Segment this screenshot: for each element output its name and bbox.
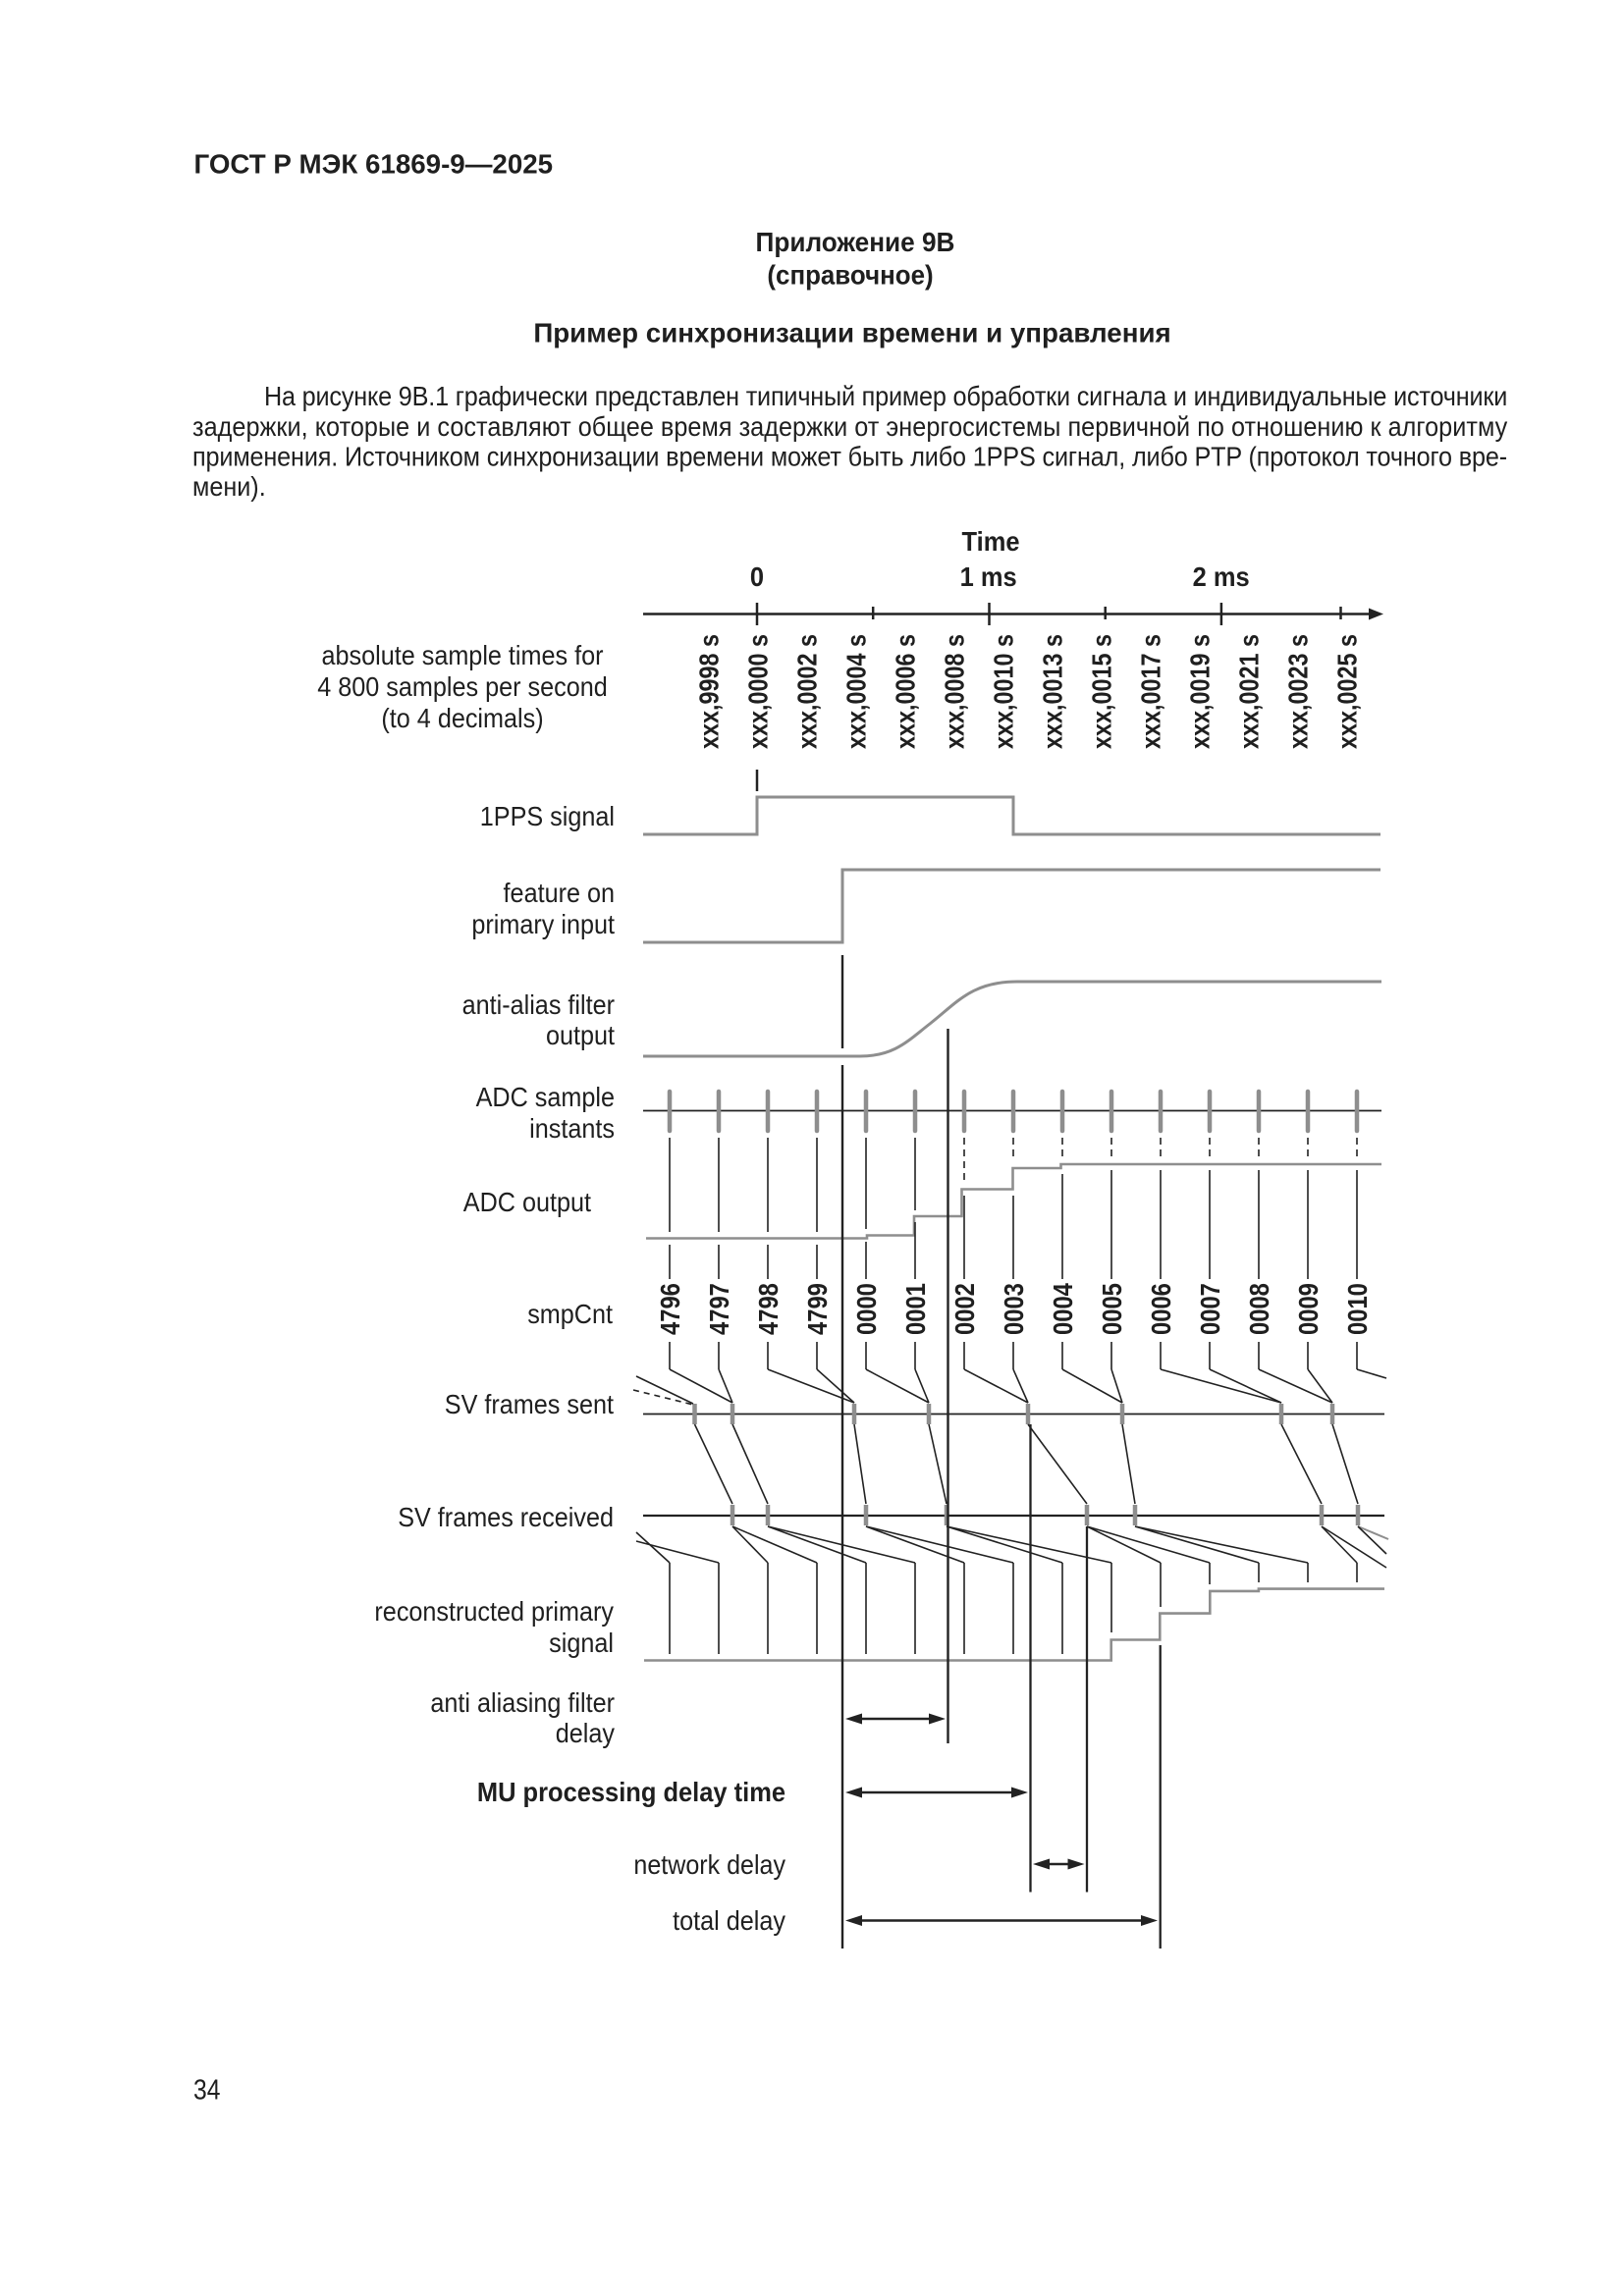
svg-text:xxx,0025 s: xxx,0025 s <box>1333 634 1363 749</box>
svg-text:4799: 4799 <box>801 1283 833 1335</box>
svg-text:0000: 0000 <box>850 1283 882 1335</box>
svg-text:xxx,0008 s: xxx,0008 s <box>941 634 970 749</box>
svg-text:Пример синхронизации времени и: Пример синхронизации времени и управлени… <box>533 317 1170 347</box>
svg-text:feature on: feature on <box>504 878 615 909</box>
svg-text:4 800 samples per second: 4 800 samples per second <box>317 671 607 703</box>
svg-text:absolute sample times for: absolute sample times for <box>321 640 603 671</box>
svg-text:xxx,0010 s: xxx,0010 s <box>990 634 1019 749</box>
svg-text:anti-alias filter: anti-alias filter <box>462 989 616 1021</box>
svg-text:instants: instants <box>529 1113 615 1145</box>
svg-text:xxx,0006 s: xxx,0006 s <box>892 634 921 749</box>
svg-text:xxx,9998 s: xxx,9998 s <box>695 634 725 749</box>
svg-text:reconstructed primary: reconstructed primary <box>374 1596 614 1628</box>
svg-text:SV frames sent: SV frames sent <box>445 1389 615 1420</box>
svg-text:smpCnt: smpCnt <box>527 1299 613 1330</box>
svg-text:SV frames received: SV frames received <box>398 1502 614 1533</box>
svg-text:primary input: primary input <box>471 909 615 940</box>
svg-text:ADC sample: ADC sample <box>476 1082 615 1113</box>
svg-text:0006: 0006 <box>1145 1283 1176 1335</box>
svg-text:network delay: network delay <box>633 1849 785 1881</box>
svg-text:xxx,0023 s: xxx,0023 s <box>1284 634 1314 749</box>
svg-text:output: output <box>546 1020 616 1051</box>
svg-text:применения. Источником синхрон: применения. Источником синхронизации вре… <box>192 441 1507 472</box>
svg-text:4796: 4796 <box>654 1283 685 1335</box>
svg-text:0010: 0010 <box>1341 1283 1373 1335</box>
svg-text:0004: 0004 <box>1047 1283 1078 1335</box>
svg-text:xxx,0021 s: xxx,0021 s <box>1235 634 1265 749</box>
svg-text:total delay: total delay <box>673 1905 785 1937</box>
svg-text:xxx,0017 s: xxx,0017 s <box>1137 634 1166 749</box>
svg-text:1 ms: 1 ms <box>960 561 1017 592</box>
svg-text:MU processing delay time: MU processing delay time <box>477 1777 785 1807</box>
svg-text:anti aliasing filter: anti aliasing filter <box>430 1687 615 1719</box>
svg-text:0003: 0003 <box>998 1283 1029 1335</box>
svg-text:0007: 0007 <box>1194 1283 1225 1335</box>
svg-text:xxx,0013 s: xxx,0013 s <box>1039 634 1068 749</box>
svg-text:4797: 4797 <box>703 1283 734 1335</box>
svg-text:0002: 0002 <box>948 1283 980 1335</box>
svg-text:0009: 0009 <box>1292 1283 1324 1335</box>
svg-text:(справочное): (справочное) <box>767 260 933 291</box>
svg-text:задержки, которые и составляют: задержки, которые и составляют общее вре… <box>192 411 1508 443</box>
svg-text:4798: 4798 <box>752 1283 784 1335</box>
svg-text:xxx,0015 s: xxx,0015 s <box>1088 634 1117 749</box>
svg-text:xxx,0019 s: xxx,0019 s <box>1186 634 1216 749</box>
svg-text:signal: signal <box>549 1628 614 1659</box>
svg-text:xxx,0002 s: xxx,0002 s <box>793 634 823 749</box>
svg-text:0008: 0008 <box>1243 1283 1274 1335</box>
svg-text:0001: 0001 <box>899 1283 931 1335</box>
svg-text:0005: 0005 <box>1096 1283 1127 1335</box>
svg-text:ADC output: ADC output <box>463 1187 592 1218</box>
svg-text:ГОСТ Р МЭК 61869-9—2025: ГОСТ Р МЭК 61869-9—2025 <box>194 148 554 179</box>
svg-text:xxx,0004 s: xxx,0004 s <box>842 634 872 749</box>
svg-text:xxx,0000 s: xxx,0000 s <box>744 634 774 749</box>
svg-text:2 ms: 2 ms <box>1193 561 1250 592</box>
svg-text:Приложение 9В: Приложение 9В <box>756 226 955 257</box>
svg-text:На рисунке 9В.1 графически пре: На рисунке 9В.1 графически представлен т… <box>264 381 1507 412</box>
svg-text:(to 4 decimals): (to 4 decimals) <box>381 703 543 734</box>
svg-text:1PPS signal: 1PPS signal <box>480 801 615 832</box>
svg-text:Time: Time <box>962 526 1020 557</box>
svg-text:34: 34 <box>193 2074 220 2106</box>
svg-text:0: 0 <box>750 561 764 592</box>
svg-text:мени).: мени). <box>192 471 266 503</box>
svg-text:delay: delay <box>556 1718 616 1749</box>
